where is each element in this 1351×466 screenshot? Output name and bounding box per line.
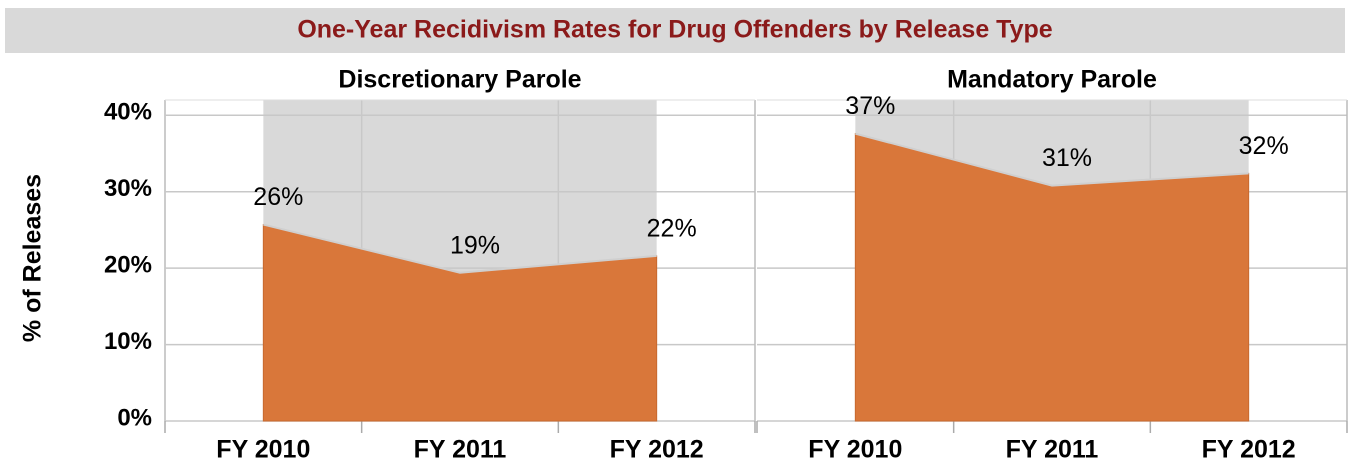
y-tick-label: 30% [104,175,152,202]
area-edge [855,132,1249,187]
chart-title: One-Year Recidivism Rates for Drug Offen… [297,16,1052,44]
data-label: 37% [845,92,895,120]
y-tick-label: 10% [104,328,152,355]
x-tick-label: FY 2010 [808,436,902,461]
x-tick-label: FY 2010 [216,436,310,461]
data-label: 26% [253,183,303,211]
data-label: 22% [647,215,697,243]
y-tick-label: 0% [117,404,152,431]
y-axis-label: % of Releases [19,174,47,342]
data-label: 19% [450,231,500,259]
data-label: 32% [1239,132,1289,160]
y-tick-label: 20% [104,251,152,278]
x-tick-label: FY 2011 [414,436,507,461]
area-edge [263,223,657,274]
title-band [5,8,1345,53]
y-tick-label: 40% [104,99,152,126]
panel-title: Mandatory Parole [947,66,1157,94]
x-tick-label: FY 2012 [1202,436,1296,461]
x-tick-label: FY 2011 [1006,436,1099,461]
panel-title: Discretionary Parole [338,66,581,94]
data-label: 31% [1042,144,1092,172]
x-tick-label: FY 2012 [610,436,704,461]
